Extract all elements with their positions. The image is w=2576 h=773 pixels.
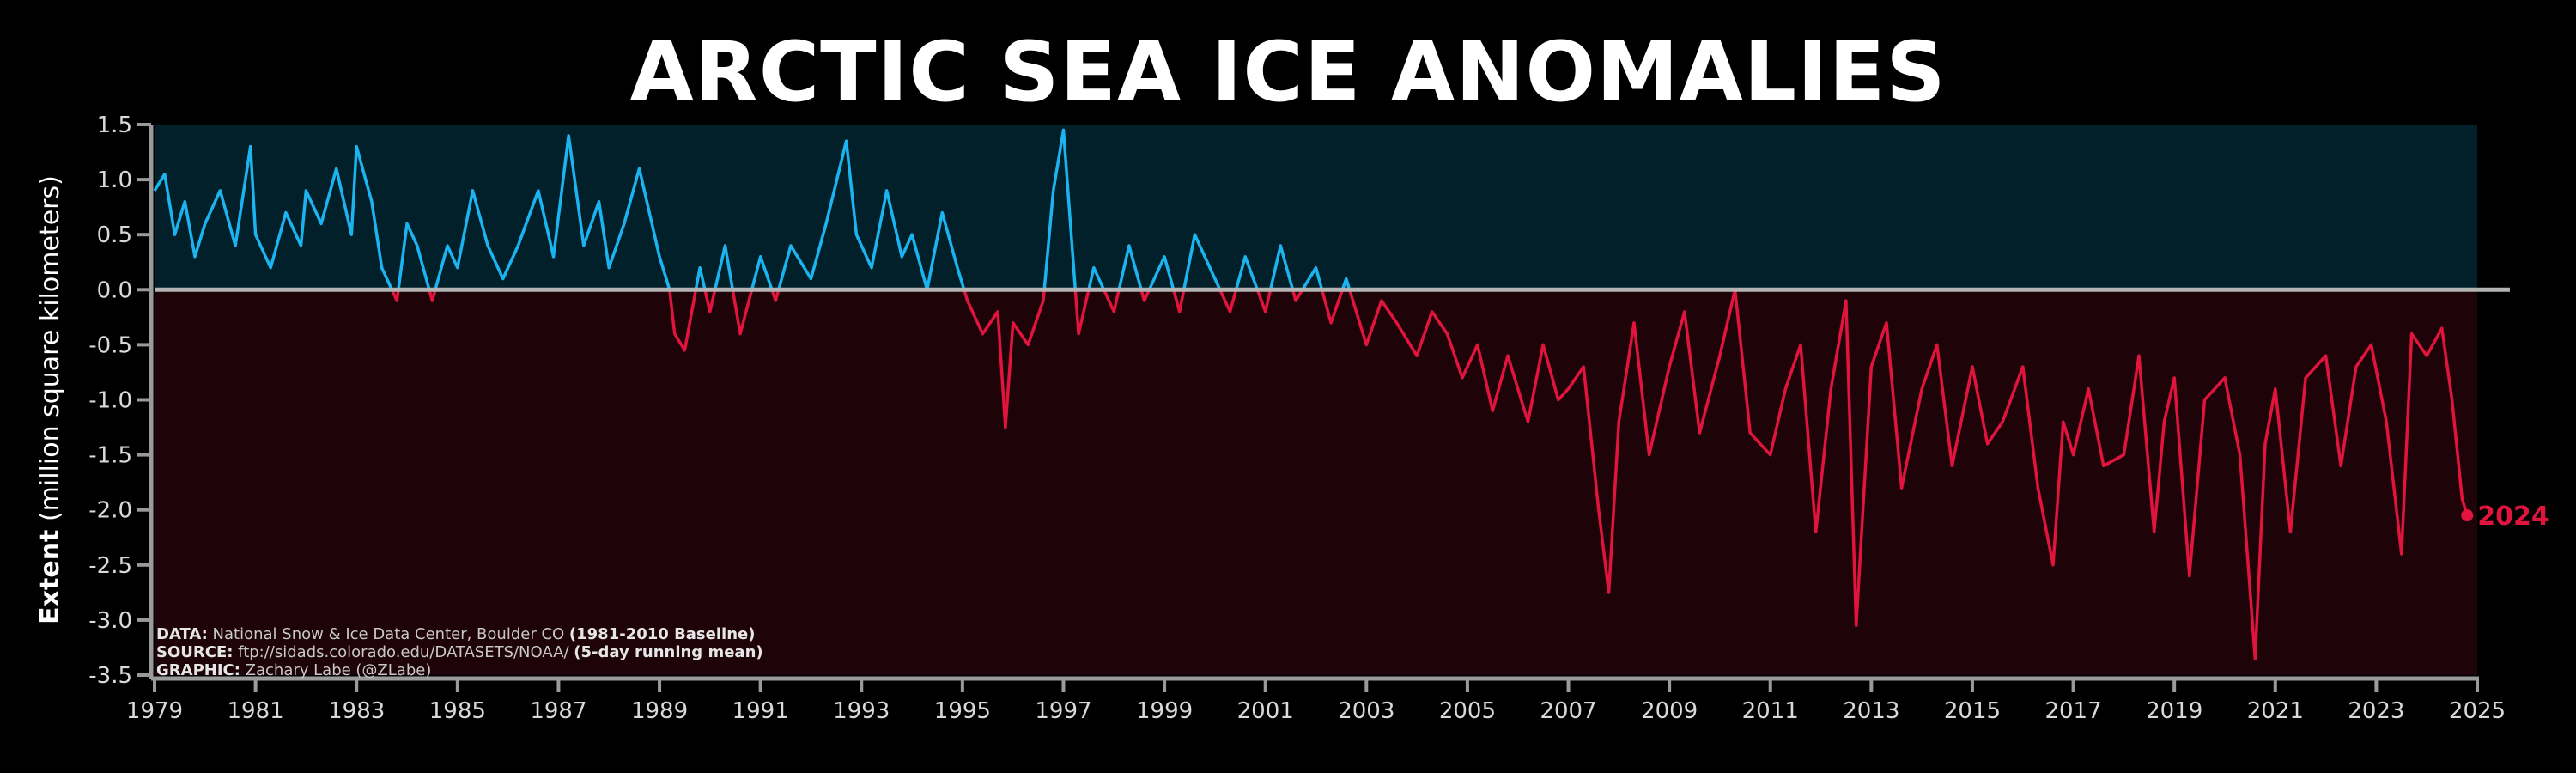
x-tick-label: 1993 [833,698,890,724]
y-axis-label: Extent (million square kilometers) [35,175,65,624]
x-tick-label: 2007 [1540,698,1596,724]
y-tick-label: -3.5 [88,663,132,689]
note-source-text: ftp://sidads.colorado.edu/DATASETS/NOAA/ [233,643,574,661]
x-tick-label: 1981 [228,698,284,724]
note-source: SOURCE: ftp://sidads.colorado.edu/DATASE… [156,643,763,661]
y-tick-label: -3.0 [88,608,132,634]
y-axis-label-rest: (million square kilometers) [35,175,65,529]
x-tick-label: 2015 [1944,698,2001,724]
note-data-text: National Snow & Ice Data Center, Boulder… [208,625,569,643]
end-point-marker [2461,509,2474,522]
y-tick-label: -1.5 [88,443,132,469]
series-layer [153,128,2469,660]
note-graphic-key: GRAPHIC: [156,661,240,679]
end-year-label: 2024 [2477,502,2549,532]
x-tick-label: 1985 [429,698,486,724]
y-axis-ticks: 1.5 1.0 0.5 0.0 -0.5 -1.0 -1.5 -2.0 -2.5 -3.0 -3.5 [88,113,151,689]
x-tick-label: 1991 [732,698,789,724]
y-tick-label: -1.0 [88,388,132,414]
y-tick-label: -2.5 [88,553,132,579]
source-notes: DATA: National Snow & Ice Data Center, B… [156,625,763,679]
x-tick-label: 2005 [1439,698,1496,724]
series-line-positive [153,128,1737,290]
y-tick-label: -2.0 [88,498,132,524]
positive-region-background [155,125,2477,290]
x-tick-label: 2017 [2044,698,2101,724]
note-graphic: GRAPHIC: Zachary Labe (@ZLabe) [156,661,431,679]
x-tick-label: 1995 [934,698,991,724]
x-axis-ticks: 1979 1981 1983 1985 1987 1989 1991 1993 1995 1997… [126,679,2506,724]
x-tick-label: 2009 [1641,698,1698,724]
x-tick-label: 2001 [1237,698,1294,724]
x-tick-label: 2011 [1742,698,1799,724]
x-tick-label: 1989 [631,698,688,724]
x-tick-label: 2019 [2146,698,2202,724]
note-data-extra: (1981-2010 Baseline) [569,625,756,643]
note-source-key: SOURCE: [156,643,233,661]
note-data-key: DATA: [156,625,208,643]
y-tick-label: 0.0 [97,277,132,303]
y-tick-label: 1.0 [97,167,132,193]
x-tick-label: 1987 [530,698,586,724]
x-tick-label: 2023 [2348,698,2404,724]
negative-region-background [155,289,2477,675]
x-tick-label: 1997 [1035,698,1091,724]
note-data: DATA: National Snow & Ice Data Center, B… [156,625,755,643]
note-source-extra: (5-day running mean) [574,643,762,661]
x-tick-label: 1999 [1136,698,1193,724]
y-tick-label: -0.5 [88,332,132,358]
x-tick-label: 2013 [1843,698,1899,724]
x-tick-label: 2021 [2247,698,2304,724]
y-tick-label: 0.5 [97,222,132,248]
x-tick-label: 2003 [1338,698,1394,724]
series-line-negative [390,289,2469,660]
x-tick-label: 1979 [126,698,183,724]
chart-title: ARCTIC SEA ICE ANOMALIES [629,24,1947,120]
note-graphic-text: Zachary Labe (@ZLabe) [240,661,431,679]
x-tick-label: 2025 [2449,698,2506,724]
x-tick-label: 1983 [328,698,385,724]
y-axis-label-bold: Extent [35,530,65,624]
y-tick-label: 1.5 [97,113,132,138]
